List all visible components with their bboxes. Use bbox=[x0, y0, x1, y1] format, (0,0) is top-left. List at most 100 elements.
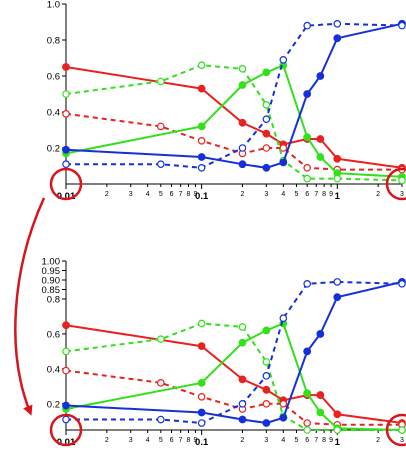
data-point-green-solid bbox=[262, 326, 271, 335]
highlight-circle-end bbox=[385, 413, 406, 447]
y-tick-label: 1.0 bbox=[47, 0, 60, 11]
data-point-blue-dashed bbox=[279, 55, 288, 64]
data-point-red-dashed bbox=[279, 399, 288, 408]
series-line-blue-solid bbox=[65, 22, 403, 169]
x-tick-label-minor: 7 bbox=[314, 437, 318, 444]
data-point-green-dashed bbox=[62, 90, 70, 98]
data-point-green-dashed bbox=[303, 174, 311, 183]
data-point-blue-dashed bbox=[262, 372, 271, 380]
data-point-green-dashed bbox=[62, 347, 70, 356]
data-point-blue-dashed bbox=[197, 164, 206, 172]
x-tick-label-minor: 3 bbox=[264, 437, 268, 444]
data-point-red-solid bbox=[316, 135, 325, 143]
data-point-blue-solid bbox=[262, 419, 271, 427]
x-tick-label-minor: 3 bbox=[400, 437, 404, 444]
data-point-green-dashed bbox=[157, 335, 165, 343]
data-point-blue-solid bbox=[62, 145, 70, 154]
x-tick-label-minor: 5 bbox=[294, 191, 298, 198]
data-point-blue-solid bbox=[279, 158, 288, 167]
data-point-green-dashed bbox=[197, 61, 206, 69]
y-tick-label: 0.8 bbox=[47, 295, 60, 306]
y-tick-label: 0.2 bbox=[47, 399, 60, 410]
data-point-green-dashed bbox=[303, 426, 311, 434]
data-point-blue-dashed bbox=[303, 279, 311, 288]
data-point-red-dashed bbox=[279, 144, 288, 152]
data-point-blue-solid bbox=[279, 413, 288, 422]
x-tick-label-minor: 2 bbox=[241, 191, 245, 198]
data-point-red-dashed bbox=[62, 366, 70, 375]
x-tick-label-minor: 2 bbox=[376, 437, 380, 444]
series-line-green-dashed bbox=[65, 64, 403, 182]
data-point-green-solid bbox=[316, 153, 325, 161]
y-tick-label: 0.4 bbox=[47, 108, 60, 119]
series-line-blue-dashed bbox=[66, 280, 403, 425]
y-tick-label: 0.6 bbox=[47, 329, 60, 340]
data-point-blue-dashed bbox=[279, 314, 288, 323]
data-point-red-solid bbox=[62, 63, 70, 71]
x-tick-label-major: 1 bbox=[335, 437, 341, 448]
data-point-blue-solid bbox=[197, 153, 206, 161]
data-point-green-dashed bbox=[398, 176, 406, 185]
x-tick-label-minor: 4 bbox=[146, 437, 150, 444]
data-point-green-solid bbox=[262, 68, 271, 77]
x-tick-label-minor: 4 bbox=[281, 191, 285, 198]
data-point-blue-dashed bbox=[62, 415, 70, 424]
data-point-green-dashed bbox=[157, 77, 165, 86]
data-point-red-solid bbox=[238, 118, 247, 127]
x-tick-label-minor: 6 bbox=[305, 191, 309, 198]
x-tick-label-minor: 2 bbox=[105, 191, 109, 198]
x-tick-label-major: 0.01 bbox=[57, 191, 76, 202]
y-tick-label: 0.85 bbox=[42, 285, 61, 296]
data-point-red-solid bbox=[238, 375, 247, 384]
x-tick-label-minor: 7 bbox=[179, 437, 183, 444]
data-point-green-dashed bbox=[197, 319, 206, 328]
data-point-red-solid bbox=[62, 321, 70, 330]
y-tick-label: 0.4 bbox=[47, 364, 60, 375]
data-point-blue-solid bbox=[197, 408, 206, 417]
x-tick-label-minor: 6 bbox=[170, 191, 174, 198]
x-tick-label-minor: 3 bbox=[129, 437, 133, 444]
x-tick-label-minor: 9 bbox=[193, 191, 197, 198]
x-tick-label-minor: 2 bbox=[376, 191, 380, 198]
data-point-green-solid bbox=[197, 122, 206, 131]
y-tick-label: 0.90 bbox=[42, 276, 61, 287]
data-point-blue-solid bbox=[62, 401, 70, 410]
x-tick-label-minor: 6 bbox=[170, 437, 174, 444]
data-point-blue-dashed bbox=[262, 115, 271, 124]
series-line-blue-dashed bbox=[66, 22, 403, 169]
x-tick-label-minor: 3 bbox=[129, 191, 133, 198]
y-tick-label: 0.8 bbox=[47, 36, 60, 47]
y-tick-label: 0.95 bbox=[42, 266, 61, 277]
y-tick-label: 0.6 bbox=[47, 72, 60, 83]
data-point-blue-dashed bbox=[62, 160, 70, 169]
data-point-blue-dashed bbox=[333, 278, 342, 286]
data-point-blue-dashed bbox=[333, 19, 342, 28]
highlight-circle-start bbox=[49, 413, 83, 447]
x-tick-label-minor: 8 bbox=[187, 437, 191, 444]
data-point-red-solid bbox=[316, 391, 325, 399]
series-line-blue-solid bbox=[65, 280, 403, 425]
data-point-green-dashed bbox=[262, 101, 271, 109]
data-point-blue-solid bbox=[303, 90, 312, 98]
data-point-blue-solid bbox=[316, 330, 325, 338]
data-point-green-dashed bbox=[333, 174, 342, 183]
data-point-red-dashed bbox=[303, 164, 311, 172]
data-point-blue-dashed bbox=[238, 399, 247, 408]
data-point-blue-solid bbox=[262, 163, 271, 172]
data-point-green-solid bbox=[316, 408, 325, 417]
data-point-red-dashed bbox=[157, 379, 165, 387]
series-line-green-dashed bbox=[65, 322, 402, 431]
x-tick-label-minor: 9 bbox=[329, 437, 333, 444]
data-point-red-dashed bbox=[262, 399, 271, 408]
data-point-blue-dashed bbox=[303, 21, 311, 30]
data-point-blue-dashed bbox=[398, 21, 406, 30]
x-tick-label-minor: 4 bbox=[281, 437, 285, 444]
x-tick-label-minor: 3 bbox=[400, 191, 404, 198]
y-tick-label: 0.2 bbox=[47, 144, 60, 155]
data-point-green-dashed bbox=[238, 65, 247, 73]
data-point-red-solid bbox=[333, 154, 342, 163]
data-point-green-dashed bbox=[262, 358, 271, 366]
data-point-blue-dashed bbox=[157, 415, 165, 424]
data-point-blue-dashed bbox=[238, 144, 247, 152]
x-tick-label-minor: 4 bbox=[146, 191, 150, 198]
